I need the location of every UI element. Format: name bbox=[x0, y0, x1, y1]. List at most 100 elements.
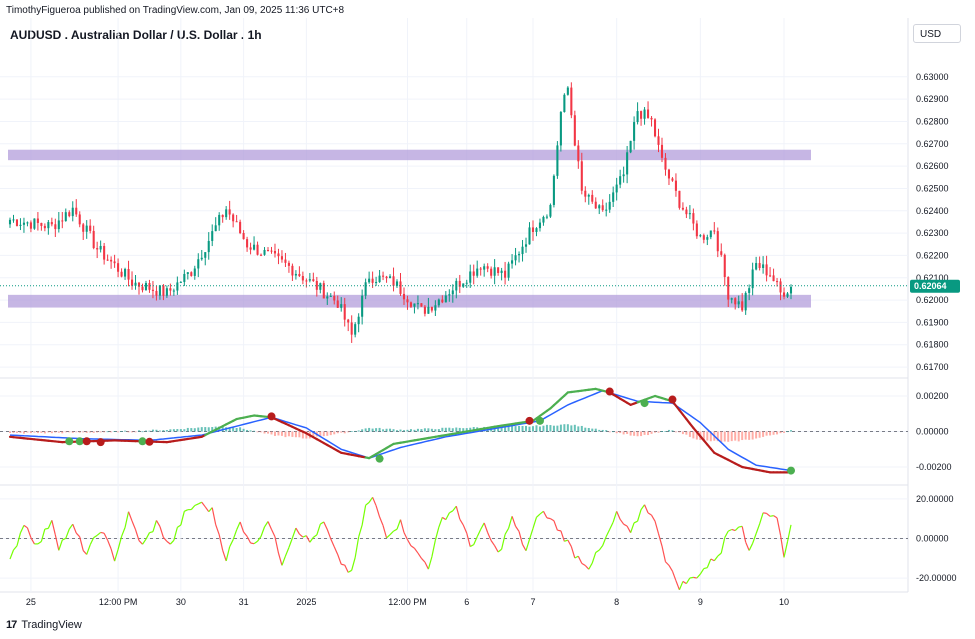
oscillator-segment bbox=[755, 523, 761, 534]
oscillator-segment bbox=[26, 527, 32, 538]
oscillator-segment bbox=[473, 536, 478, 545]
bearish-cross-dot bbox=[605, 387, 614, 396]
macd-histogram-bar bbox=[47, 431, 50, 433]
candle-body bbox=[688, 213, 691, 215]
oscillator-segment bbox=[121, 527, 126, 537]
macd-histogram-bar bbox=[347, 431, 350, 433]
macd-histogram-bar bbox=[504, 426, 507, 432]
oscillator-segment bbox=[51, 520, 56, 536]
candle-body bbox=[343, 304, 346, 320]
macd-histogram-bar bbox=[636, 431, 639, 437]
macd-histogram-bar bbox=[769, 431, 772, 436]
oscillator-segment bbox=[312, 534, 318, 538]
oscillator-segment bbox=[198, 501, 203, 505]
macd-histogram-bar bbox=[148, 430, 151, 432]
macd-histogram-bar bbox=[458, 427, 461, 432]
macd-histogram-bar bbox=[444, 427, 447, 432]
current-price-label: 0.62064 bbox=[914, 281, 947, 291]
macd-histogram-bar bbox=[441, 427, 444, 432]
macd-histogram-bar bbox=[591, 428, 594, 432]
price-axis[interactable]: 0.61700 0.61800 0.61900 0.62000 0.62100 0.622… bbox=[910, 72, 960, 583]
macd-histogram-bar bbox=[305, 431, 308, 439]
candle-body bbox=[165, 288, 168, 296]
oscillator-segment bbox=[323, 521, 328, 530]
oscillator-segment bbox=[379, 516, 384, 526]
oscillator-segment bbox=[528, 528, 534, 540]
candle-body bbox=[507, 263, 510, 278]
candle-body bbox=[709, 230, 712, 238]
oscillator-segment bbox=[274, 536, 280, 554]
candle-body bbox=[511, 260, 514, 264]
macd-histogram-bar bbox=[207, 427, 210, 432]
currency-button[interactable]: USD bbox=[913, 24, 961, 43]
oscillator-segment bbox=[602, 536, 607, 546]
macd-histogram-bar bbox=[622, 431, 625, 435]
candle-body bbox=[458, 280, 461, 287]
candle-body bbox=[256, 244, 259, 255]
oscillator-segment bbox=[127, 511, 133, 522]
oscillator-segment bbox=[522, 544, 527, 552]
oscillator-segment bbox=[452, 505, 457, 512]
candle-body bbox=[40, 222, 43, 226]
oscillator-segment bbox=[225, 546, 231, 562]
macd-histogram-bar bbox=[113, 431, 116, 432]
oscillator-segment bbox=[525, 539, 531, 551]
oscillator-segment bbox=[103, 532, 109, 541]
oscillator-segment bbox=[542, 511, 548, 519]
candle-body bbox=[207, 240, 210, 253]
candle-body bbox=[395, 281, 399, 286]
macd-histogram-bar bbox=[601, 429, 604, 432]
macd-histogram-bar bbox=[396, 430, 399, 432]
macd-histogram-bar bbox=[427, 428, 430, 432]
macd-histogram-bar bbox=[755, 431, 758, 439]
tradingview-logo[interactable]: 17 TradingView bbox=[6, 619, 82, 631]
candle-body bbox=[713, 230, 716, 232]
chart-canvas[interactable]: 0.61700 0.61800 0.61900 0.62000 0.62100 0.622… bbox=[0, 0, 975, 620]
time-tick-label: 30 bbox=[176, 597, 186, 607]
macd-histogram-bar bbox=[71, 431, 74, 433]
time-axis[interactable]: 25 12:00 PM 30 31 2025 12:00 PM 6 7 8 9 10 bbox=[26, 597, 789, 607]
macd-histogram-bar bbox=[688, 431, 691, 437]
oscillator-segment bbox=[270, 529, 276, 537]
macd-histogram-bar bbox=[361, 429, 364, 432]
oscillator-segment bbox=[149, 531, 154, 534]
candle-body bbox=[378, 275, 381, 283]
symbol-title[interactable]: AUDUSD . Australian Dollar / U.S. Dollar… bbox=[10, 28, 262, 42]
macd-histogram-bar bbox=[43, 431, 46, 434]
oscillator-segment bbox=[145, 532, 150, 540]
candle-body bbox=[622, 174, 625, 177]
current-price-badge bbox=[910, 279, 960, 293]
macd-histogram-bar bbox=[559, 424, 562, 432]
macd-histogram-bar bbox=[33, 431, 36, 433]
candle-body bbox=[605, 209, 608, 211]
oscillator-segment bbox=[305, 535, 311, 543]
oscillator-segment bbox=[16, 532, 22, 547]
macd-histogram-bar bbox=[54, 431, 57, 433]
oscillator-segment bbox=[623, 523, 628, 527]
macd-histogram-bar bbox=[521, 425, 524, 432]
macd-histogram-bar bbox=[681, 431, 684, 435]
candle-body bbox=[779, 281, 782, 293]
oscillator-segment bbox=[208, 507, 213, 513]
candle-body bbox=[148, 283, 151, 290]
macd-histogram-bar bbox=[430, 428, 433, 432]
macd-histogram-bar bbox=[89, 431, 92, 433]
oscillator-segment bbox=[253, 540, 258, 545]
candle-body bbox=[347, 319, 350, 323]
oscillator-segment bbox=[675, 580, 680, 591]
oscillator-segment bbox=[68, 523, 74, 530]
oscillator-segment bbox=[232, 529, 238, 540]
candle-body bbox=[375, 282, 378, 284]
macd-histogram-bar bbox=[420, 429, 423, 432]
candle-body bbox=[15, 219, 19, 226]
candle-body bbox=[772, 275, 775, 282]
macd-histogram-bar bbox=[291, 431, 294, 437]
macd-histogram-bar bbox=[605, 430, 608, 432]
oscillator-segment bbox=[434, 526, 440, 541]
price-tick-label: 0.63000 bbox=[916, 72, 949, 82]
time-tick-label: 31 bbox=[239, 597, 249, 607]
macd-histogram-bar bbox=[643, 431, 646, 435]
macd-histogram-bar bbox=[528, 426, 531, 432]
oscillator-segment bbox=[469, 544, 475, 548]
candle-body bbox=[270, 250, 273, 252]
